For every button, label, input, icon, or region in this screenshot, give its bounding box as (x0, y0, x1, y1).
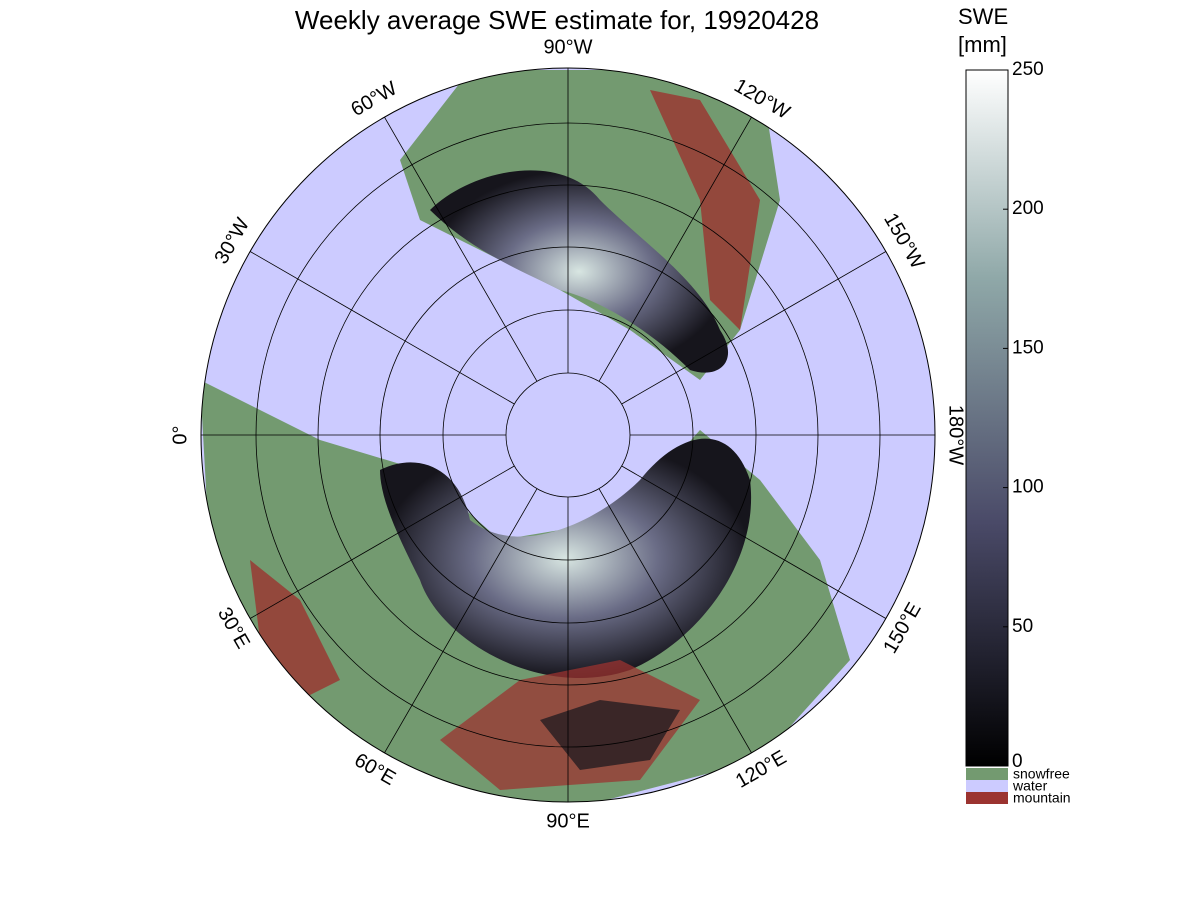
meridian (598, 488, 752, 754)
colorbar-tick-label: 250 (1012, 59, 1044, 80)
meridian (384, 488, 538, 754)
colorbar-title: [mm] (958, 32, 1007, 57)
longitude-label: 180°W (945, 405, 967, 465)
meridian (621, 465, 887, 619)
colorbar-scale (965, 69, 1009, 767)
longitude-label: 90°E (546, 810, 590, 832)
meridian (598, 116, 752, 382)
longitude-label: 0° (169, 425, 191, 444)
map-disc (201, 68, 935, 802)
colorbar-tick-label: 200 (1012, 198, 1044, 219)
legend-label: water (1012, 778, 1048, 794)
legend-swatch (966, 792, 1008, 804)
colorbar-tick-label: 0 (1012, 751, 1023, 772)
meridian (249, 251, 515, 405)
colorbar-tick-label: 150 (1012, 337, 1044, 358)
meridian (384, 116, 538, 382)
legend-swatch (966, 768, 1008, 780)
mountain-europe (250, 560, 340, 700)
mountain-rockies (650, 90, 760, 330)
legend-label: snowfree (1013, 766, 1070, 782)
snow-eurasia (380, 438, 752, 678)
map-border (200, 67, 936, 803)
colorbar: SWE [mm] 0 50 100 150 200 250 snowfreewatermount… (958, 4, 1071, 806)
colorbar-tick-label: 50 (1012, 616, 1033, 637)
longitude-label: 90°W (543, 36, 592, 58)
meridian (621, 251, 887, 405)
meridian (249, 465, 515, 619)
snow-north-america (430, 170, 729, 373)
graticule (201, 68, 935, 802)
colorbar-tick-label: 100 (1012, 477, 1044, 498)
map-title: Weekly average SWE estimate for, 1992042… (295, 5, 819, 35)
colorbar-title: SWE (958, 4, 1008, 29)
legend-swatch (966, 780, 1008, 792)
legend-label: mountain (1013, 790, 1071, 806)
snow-asia (540, 700, 680, 770)
